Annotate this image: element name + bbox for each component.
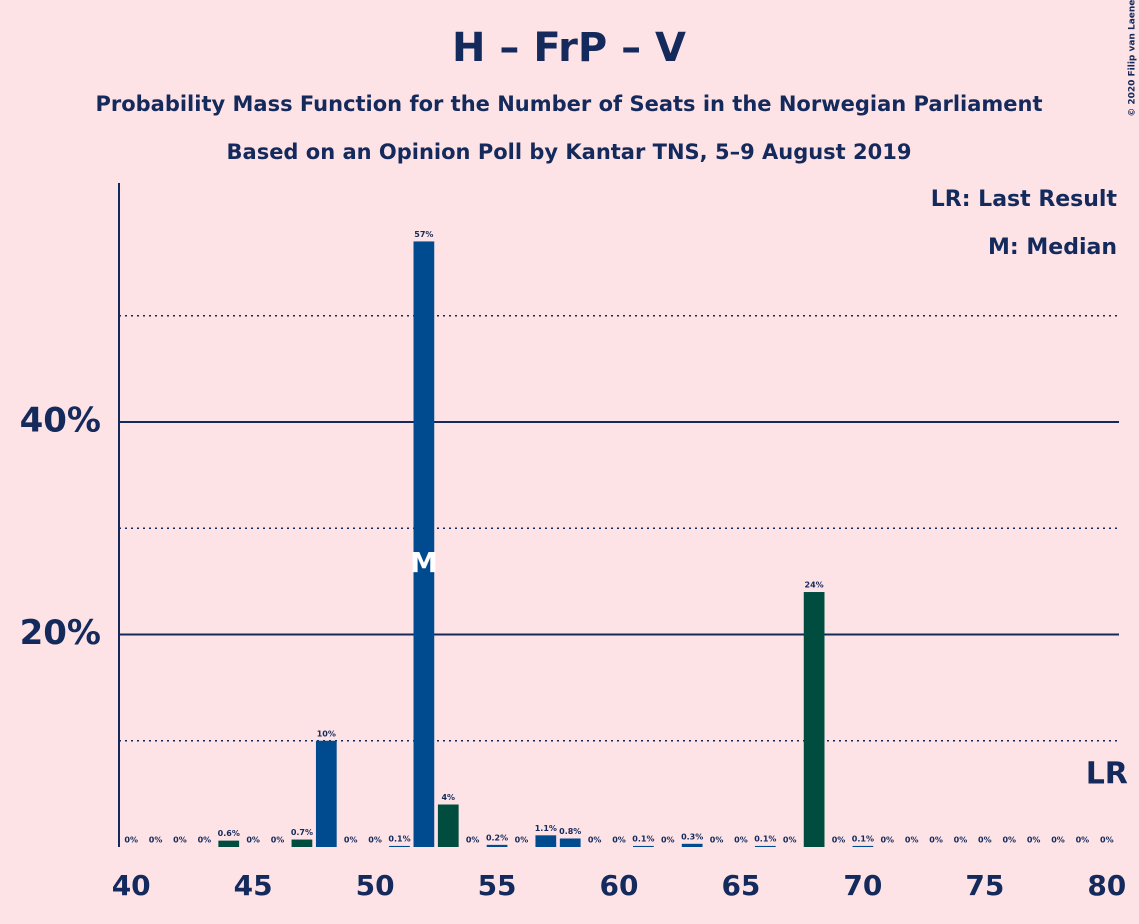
data-label: 0%	[832, 836, 846, 845]
bar	[852, 845, 874, 847]
x-tick-label: 60	[600, 869, 639, 902]
data-label: 57%	[414, 230, 433, 239]
copyright: © 2020 Filip van Laenen	[1128, 0, 1138, 117]
data-label: 0%	[1002, 836, 1016, 845]
bar	[218, 840, 240, 847]
bar	[681, 843, 703, 847]
bar	[389, 845, 410, 847]
x-tick-label: 50	[356, 869, 395, 902]
median-marker: M	[410, 546, 438, 579]
data-label: 24%	[805, 581, 824, 590]
bar	[535, 835, 557, 847]
data-label: 0%	[978, 836, 992, 845]
bar	[437, 804, 459, 847]
data-label: 0%	[929, 836, 943, 845]
data-label: 0%	[124, 836, 138, 845]
data-label: 0.1%	[632, 834, 654, 843]
data-label: 10%	[317, 729, 336, 738]
x-tick-label: 65	[721, 869, 760, 902]
bar	[291, 839, 313, 847]
chart-subtitle: Based on an Opinion Poll by Kantar TNS, …	[227, 140, 912, 164]
data-label: 0%	[466, 836, 480, 845]
data-label: 0.1%	[754, 834, 776, 843]
bar	[486, 844, 508, 847]
data-label: 0%	[515, 836, 529, 845]
data-label: 0.2%	[486, 833, 508, 842]
data-label: 0%	[905, 836, 919, 845]
bar	[633, 845, 654, 847]
data-label: 0%	[1100, 836, 1114, 845]
data-label: 0%	[588, 836, 602, 845]
x-tick-label: 80	[1087, 869, 1126, 902]
data-label: 0%	[661, 836, 675, 845]
data-label: 0.1%	[852, 834, 874, 843]
data-label: 0%	[954, 836, 968, 845]
y-tick-label: 40%	[20, 401, 101, 441]
data-label: 0%	[173, 836, 187, 845]
data-label: 0%	[271, 836, 285, 845]
last-result-marker: LR	[1086, 757, 1128, 792]
chart-title: H – FrP – V	[452, 25, 686, 71]
bar	[315, 740, 337, 847]
data-label: 0%	[246, 836, 260, 845]
data-label: 0%	[1051, 836, 1065, 845]
y-tick-label: 20%	[20, 613, 101, 653]
data-label: 0%	[149, 836, 163, 845]
data-label: 0%	[1076, 836, 1090, 845]
bar	[803, 592, 825, 847]
legend-entry: LR: Last Result	[931, 187, 1118, 212]
data-label: 0%	[344, 836, 358, 845]
legend-entry: M: Median	[988, 235, 1117, 260]
data-label: 0%	[880, 836, 894, 845]
bar	[559, 838, 581, 847]
data-label: 0%	[612, 836, 626, 845]
x-tick-label: 75	[965, 869, 1004, 902]
data-label: 1.1%	[535, 824, 557, 833]
x-tick-label: 40	[112, 869, 151, 902]
data-label: 0.7%	[291, 828, 313, 837]
data-label: 0.8%	[559, 827, 581, 836]
x-tick-label: 45	[234, 869, 273, 902]
bar	[413, 241, 435, 847]
data-label: 0.6%	[218, 829, 240, 838]
data-label: 0%	[783, 836, 797, 845]
data-label: 0.1%	[388, 834, 410, 843]
data-label: 0.3%	[681, 832, 703, 841]
chart-subtitle: Probability Mass Function for the Number…	[95, 92, 1042, 116]
x-tick-label: 70	[843, 869, 882, 902]
data-label: 0%	[368, 836, 382, 845]
bar	[754, 845, 776, 847]
data-label: 0%	[734, 836, 748, 845]
data-label: 0%	[710, 836, 724, 845]
data-label: 4%	[441, 793, 455, 802]
data-label: 0%	[198, 836, 212, 845]
data-label: 0%	[1027, 836, 1041, 845]
x-tick-label: 55	[478, 869, 517, 902]
